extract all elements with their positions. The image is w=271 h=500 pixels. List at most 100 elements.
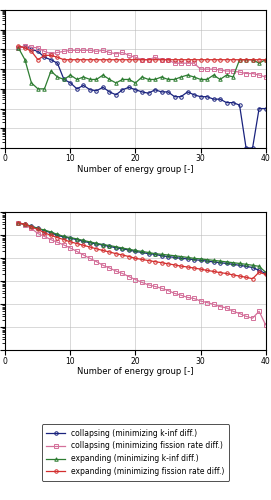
expanding (minimizing k-inf diff.) (82, 74, 85, 80)
collapsing (minimizing k-inf diff.) (205, 258, 209, 264)
expanding (minimizing k-inf diff.) (36, 226, 40, 232)
expanding (minimizing fission rate diff.) (95, 56, 98, 62)
expanding (minimizing fission rate diff.) (43, 52, 46, 59)
expanding (minimizing fission rate diff.) (140, 256, 144, 262)
collapsing (minimizing k-inf diff.) (140, 89, 144, 95)
expanding (minimizing k-inf diff.) (62, 76, 66, 82)
collapsing (minimizing k-inf diff.) (30, 46, 33, 52)
expanding (minimizing k-inf diff.) (82, 238, 85, 244)
expanding (minimizing fission rate diff.) (95, 246, 98, 252)
collapsing (minimizing fission rate diff.) (147, 282, 150, 288)
expanding (minimizing k-inf diff.) (199, 76, 202, 82)
expanding (minimizing fission rate diff.) (23, 222, 27, 228)
collapsing (minimizing k-inf diff.) (251, 264, 254, 270)
collapsing (minimizing fission rate diff.) (218, 304, 222, 310)
collapsing (minimizing k-inf diff.) (192, 256, 196, 262)
expanding (minimizing fission rate diff.) (36, 226, 40, 232)
expanding (minimizing fission rate diff.) (244, 56, 248, 62)
expanding (minimizing fission rate diff.) (173, 262, 176, 268)
expanding (minimizing fission rate diff.) (43, 230, 46, 235)
collapsing (minimizing fission rate diff.) (231, 68, 235, 74)
expanding (minimizing fission rate diff.) (127, 56, 131, 62)
expanding (minimizing k-inf diff.) (121, 76, 124, 82)
collapsing (minimizing k-inf diff.) (257, 106, 261, 112)
collapsing (minimizing fission rate diff.) (88, 48, 92, 54)
collapsing (minimizing k-inf diff.) (199, 94, 202, 100)
collapsing (minimizing fission rate diff.) (88, 256, 92, 262)
expanding (minimizing k-inf diff.) (88, 76, 92, 82)
collapsing (minimizing fission rate diff.) (160, 56, 163, 62)
collapsing (minimizing fission rate diff.) (225, 68, 228, 74)
expanding (minimizing k-inf diff.) (166, 76, 170, 82)
expanding (minimizing k-inf diff.) (179, 74, 183, 80)
collapsing (minimizing k-inf diff.) (153, 252, 157, 258)
collapsing (minimizing fission rate diff.) (199, 66, 202, 72)
collapsing (minimizing fission rate diff.) (244, 70, 248, 76)
expanding (minimizing fission rate diff.) (238, 273, 241, 279)
expanding (minimizing fission rate diff.) (75, 56, 79, 62)
collapsing (minimizing k-inf diff.) (244, 264, 248, 270)
expanding (minimizing k-inf diff.) (30, 223, 33, 229)
collapsing (minimizing fission rate diff.) (56, 240, 59, 246)
collapsing (minimizing k-inf diff.) (160, 252, 163, 258)
expanding (minimizing fission rate diff.) (56, 234, 59, 240)
collapsing (minimizing k-inf diff.) (186, 256, 189, 262)
collapsing (minimizing k-inf diff.) (43, 228, 46, 234)
collapsing (minimizing k-inf diff.) (212, 96, 215, 102)
collapsing (minimizing fission rate diff.) (251, 315, 254, 321)
expanding (minimizing k-inf diff.) (127, 246, 131, 252)
expanding (minimizing k-inf diff.) (114, 80, 118, 86)
expanding (minimizing k-inf diff.) (166, 252, 170, 258)
collapsing (minimizing fission rate diff.) (238, 69, 241, 75)
collapsing (minimizing k-inf diff.) (264, 270, 267, 276)
expanding (minimizing k-inf diff.) (56, 74, 59, 80)
collapsing (minimizing fission rate diff.) (82, 252, 85, 258)
collapsing (minimizing k-inf diff.) (134, 248, 137, 254)
expanding (minimizing k-inf diff.) (238, 56, 241, 62)
collapsing (minimizing k-inf diff.) (30, 223, 33, 229)
expanding (minimizing fission rate diff.) (192, 56, 196, 62)
Line: expanding (minimizing k-inf diff.): expanding (minimizing k-inf diff.) (17, 221, 267, 274)
collapsing (minimizing k-inf diff.) (238, 262, 241, 268)
collapsing (minimizing fission rate diff.) (186, 60, 189, 66)
expanding (minimizing fission rate diff.) (166, 56, 170, 62)
expanding (minimizing k-inf diff.) (192, 74, 196, 80)
expanding (minimizing fission rate diff.) (30, 224, 33, 230)
expanding (minimizing k-inf diff.) (231, 74, 235, 80)
expanding (minimizing fission rate diff.) (173, 56, 176, 62)
collapsing (minimizing fission rate diff.) (140, 280, 144, 285)
expanding (minimizing k-inf diff.) (225, 259, 228, 265)
expanding (minimizing fission rate diff.) (121, 252, 124, 258)
collapsing (minimizing k-inf diff.) (153, 86, 157, 92)
expanding (minimizing k-inf diff.) (186, 254, 189, 260)
collapsing (minimizing k-inf diff.) (218, 260, 222, 266)
expanding (minimizing k-inf diff.) (147, 76, 150, 82)
collapsing (minimizing k-inf diff.) (251, 145, 254, 151)
expanding (minimizing fission rate diff.) (56, 54, 59, 60)
collapsing (minimizing k-inf diff.) (134, 86, 137, 92)
collapsing (minimizing k-inf diff.) (108, 89, 111, 95)
collapsing (minimizing k-inf diff.) (82, 82, 85, 88)
expanding (minimizing k-inf diff.) (108, 76, 111, 82)
expanding (minimizing k-inf diff.) (160, 74, 163, 80)
expanding (minimizing k-inf diff.) (140, 248, 144, 254)
collapsing (minimizing fission rate diff.) (101, 262, 105, 268)
expanding (minimizing k-inf diff.) (108, 242, 111, 248)
expanding (minimizing k-inf diff.) (43, 227, 46, 233)
collapsing (minimizing fission rate diff.) (179, 292, 183, 298)
collapsing (minimizing k-inf diff.) (147, 250, 150, 256)
collapsing (minimizing fission rate diff.) (49, 51, 53, 57)
collapsing (minimizing k-inf diff.) (127, 247, 131, 253)
collapsing (minimizing fission rate diff.) (205, 66, 209, 72)
collapsing (minimizing k-inf diff.) (192, 92, 196, 98)
expanding (minimizing k-inf diff.) (140, 74, 144, 80)
collapsing (minimizing fission rate diff.) (75, 248, 79, 254)
expanding (minimizing fission rate diff.) (49, 52, 53, 59)
expanding (minimizing fission rate diff.) (264, 272, 267, 278)
collapsing (minimizing k-inf diff.) (101, 84, 105, 90)
collapsing (minimizing fission rate diff.) (225, 305, 228, 311)
collapsing (minimizing k-inf diff.) (166, 89, 170, 95)
collapsing (minimizing k-inf diff.) (114, 244, 118, 250)
expanding (minimizing k-inf diff.) (205, 76, 209, 82)
collapsing (minimizing k-inf diff.) (199, 258, 202, 264)
